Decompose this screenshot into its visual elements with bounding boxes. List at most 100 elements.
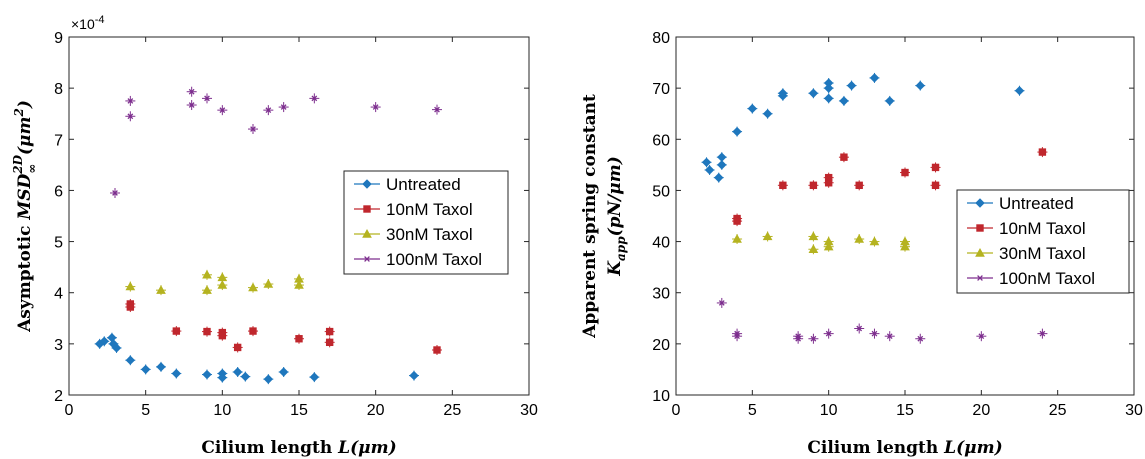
- point-marker: [823, 83, 834, 93]
- point-marker: [808, 231, 819, 241]
- data-point: [716, 152, 727, 163]
- point-marker: [140, 364, 151, 375]
- legend-item: 10nM Taxol: [354, 200, 473, 219]
- data-point: [1037, 147, 1048, 158]
- x-marker-stroke: [917, 335, 924, 342]
- y-tick-label: 60: [652, 132, 670, 149]
- point-marker: [156, 362, 166, 372]
- data-point: [370, 102, 381, 113]
- point-marker: [202, 369, 212, 380]
- point-marker: [840, 153, 848, 161]
- series-100nm-taxol: [110, 86, 442, 198]
- x-marker-stroke: [204, 95, 210, 102]
- point-marker: [1038, 148, 1047, 156]
- data-point: [808, 333, 819, 344]
- data-point: [171, 368, 182, 379]
- y-tick-label: 80: [652, 30, 670, 47]
- x-marker-stroke: [127, 98, 134, 104]
- x-marker-stroke: [250, 126, 256, 132]
- point-marker: [917, 335, 924, 342]
- data-point: [823, 328, 834, 339]
- data-point: [263, 374, 274, 385]
- x-marker-stroke: [734, 333, 740, 340]
- data-point: [704, 164, 715, 175]
- legend-item: Untreated: [354, 175, 461, 194]
- point-marker: [869, 236, 880, 246]
- point-marker: [263, 374, 274, 384]
- y-tick-label: 40: [652, 235, 670, 252]
- series-100nm-taxol: [716, 297, 1048, 344]
- x-marker-stroke: [977, 275, 983, 281]
- data-point: [263, 105, 274, 116]
- point-marker: [265, 107, 272, 113]
- point-marker: [325, 327, 334, 336]
- y-tick-label: 10: [652, 388, 670, 405]
- point-marker: [825, 330, 832, 337]
- point-marker: [810, 335, 817, 342]
- x-marker-stroke: [265, 107, 272, 113]
- legend-marker: [362, 228, 372, 238]
- point-marker: [217, 372, 228, 383]
- legend-item: 100nM Taxol: [967, 269, 1095, 288]
- point-marker: [203, 327, 211, 336]
- data-point: [217, 105, 228, 116]
- x-tick-label: 0: [672, 402, 681, 419]
- legend-marker: [977, 275, 983, 281]
- legend-box: [343, 170, 509, 275]
- point-marker: [717, 160, 727, 170]
- point-marker: [263, 278, 274, 288]
- x-tick-label: 25: [1049, 402, 1067, 419]
- x-marker-stroke: [219, 107, 226, 113]
- point-marker: [809, 181, 818, 190]
- point-marker: [433, 346, 441, 354]
- point-marker: [294, 280, 304, 289]
- point-marker: [409, 370, 419, 381]
- data-point: [432, 344, 442, 355]
- data-point: [777, 88, 788, 99]
- legend-label: 100nM Taxol: [999, 269, 1095, 288]
- x-tick-label: 15: [290, 402, 308, 419]
- legend-label: 10nM Taxol: [386, 200, 473, 219]
- data-point: [732, 126, 743, 137]
- x-tick-label: 20: [972, 402, 990, 419]
- point-marker: [325, 338, 334, 347]
- point-marker: [372, 104, 379, 110]
- legend: Untreated 10nM Taxol 30nM Taxol 100nM Taxol: [343, 170, 509, 275]
- x-tick-label: 0: [65, 402, 74, 419]
- data-point: [869, 328, 880, 339]
- legend-label: 30nM Taxol: [999, 244, 1086, 263]
- data-point: [823, 83, 834, 94]
- legend-label: 100nM Taxol: [386, 250, 482, 269]
- data-point: [1037, 328, 1048, 339]
- y-tick-label: 9: [54, 30, 63, 47]
- data-point: [125, 355, 136, 366]
- legend-marker: [975, 198, 985, 208]
- point-marker: [280, 104, 287, 110]
- x-marker-stroke: [188, 88, 195, 95]
- data-point: [716, 297, 727, 308]
- point-marker: [240, 371, 251, 382]
- data-point: [202, 269, 212, 280]
- point-marker: [733, 217, 741, 225]
- x-marker-stroke: [311, 95, 318, 102]
- x-marker-stroke: [795, 335, 801, 342]
- point-marker: [795, 335, 801, 342]
- data-point: [732, 233, 743, 245]
- data-point: [278, 102, 289, 113]
- x-marker-stroke: [978, 333, 985, 340]
- point-marker: [718, 300, 725, 306]
- x-axis-label: Cilium length L(μm): [807, 438, 1002, 458]
- y-tick-label: 50: [652, 183, 670, 200]
- y-tick-label: 2: [54, 388, 63, 405]
- point-marker: [127, 113, 134, 120]
- data-point: [976, 331, 987, 342]
- point-marker: [808, 244, 819, 253]
- x-marker-stroke: [1039, 330, 1046, 337]
- data-point: [324, 337, 335, 348]
- data-point: [263, 278, 274, 290]
- y-axis-label-line2: Kapp(pN/μm): [605, 156, 628, 277]
- data-point: [309, 93, 320, 104]
- point-marker: [218, 331, 227, 340]
- data-point: [99, 336, 110, 347]
- point-marker: [1039, 330, 1046, 337]
